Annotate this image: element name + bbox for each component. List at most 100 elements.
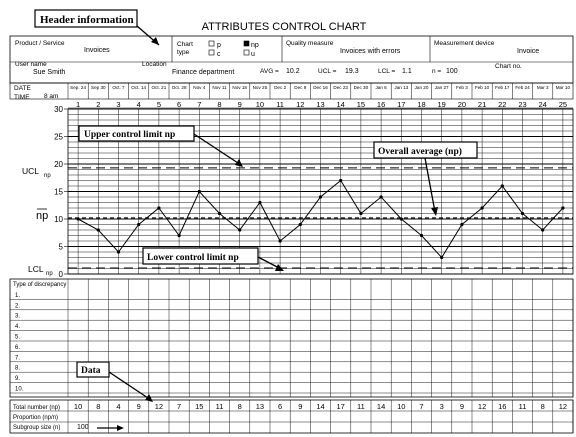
date-cell: Oct. 21 [151,85,166,90]
np-point [238,228,242,232]
data-value-label: 7 [177,402,181,411]
chart-type-p-checkbox[interactable] [208,40,215,47]
date-cell: Oct. 14 [131,85,146,90]
np-point [419,233,424,238]
svg-text:np: np [46,271,53,277]
data-value-label: 8 [96,402,100,411]
bottom-rows: Total number (np) Proportion (np/n) Subg… [9,399,574,434]
chart-type-u-checkbox[interactable] [243,49,250,56]
date-cell: Feb 3 [456,85,468,90]
chart-type-np-checkbox[interactable] [243,40,250,47]
sample-number-label: 11 [276,100,284,109]
np-point [379,195,383,199]
np-point [278,239,282,243]
sample-number-label: 20 [458,100,466,109]
sample-number-label: 18 [417,100,425,109]
chart-type-label: Chart [177,41,193,48]
data-value-label: 14 [316,402,324,411]
date-cell: Dec 16 [313,85,328,90]
date-cell: Oct. 28 [172,85,187,90]
data-value-label: 7 [419,402,423,411]
discrepancy-table: Type of discrepancy 1. 2. 3. 4. 5. 6. 7. 8. 9. 10… [9,278,574,398]
np-point [339,178,343,183]
date-cell: Feb 24 [515,85,530,90]
n-label: n = [432,68,441,75]
data-callout [76,361,110,378]
np-point [520,211,525,216]
limit-lines [68,167,573,269]
lcl-callout-text: Lower control limit np [147,253,239,263]
data-value-label: 8 [238,402,242,411]
lcl-value: 1.1 [402,68,412,75]
header-form: Product / Service Invoices Chart type p … [9,35,574,84]
discrepancy-row-label: 1. [15,293,20,299]
date-cell: Sep. 24 [70,85,86,90]
y-tick-label: 10 [54,215,63,224]
date-cell: Jan 20 [415,85,429,90]
date-cell: Nov 25 [253,85,268,90]
lcl-callout [142,247,259,265]
lcl-label: LCL = [378,68,395,75]
date-cell: Nov 11 [212,85,227,90]
y-tick-label: 0 [59,270,64,279]
discrepancy-row-label: 3. [15,314,20,320]
ucl-label: UCL = [318,68,337,75]
ucl-callout-text: Upper control limit np [84,130,175,140]
svg-text:LCL: LCL [28,264,44,274]
sample-number-label: 24 [539,100,547,109]
data-value-label: 10 [74,402,82,411]
np-point [480,206,484,210]
product-service-label: Product / Service [15,40,65,47]
np-point [197,189,201,194]
date-cell: Dec 30 [354,85,369,90]
ucl-axis-label: UCL np [22,166,51,179]
location-label: Location [142,61,167,68]
date-label: DATE [14,85,32,92]
sample-number-label: 10 [256,100,264,109]
avg-value: 10.2 [286,68,300,75]
np-point [177,233,181,238]
ucl-value: 19.3 [345,68,359,75]
sample-numbers: 1 2 3 4 5 6 7 8 9 10 11 12 13 14 15 16 17 18 19 20 21 22 23 24 2… [76,100,567,109]
svg-text:UCL: UCL [22,166,39,176]
sample-number-label: 9 [238,100,242,109]
chart-no-label: Chart no. [495,63,522,70]
proportion-label: Proportion (np/n) [13,415,58,421]
y-tick-label: 25 [54,133,63,142]
y-axis-label: np [36,210,48,222]
discrepancy-row-label: 4. [15,324,20,330]
discrepancy-row-label: 6. [15,345,20,351]
date-cell: Jan 6 [375,85,387,90]
user-name-label: User name [15,61,47,68]
discrepancy-row-label: 8. [15,366,20,372]
date-cell: Feb 17 [495,85,510,90]
data-value-label: 11 [357,402,365,411]
data-value-label: 11 [216,402,224,411]
chart-type-label-2: type [177,49,190,56]
location-value: Finance department [172,69,234,76]
sample-number-label: 12 [296,100,304,109]
data-value-label: 6 [278,402,282,411]
np-point [359,211,363,216]
date-cells: Sep. 24 Sep 30 Oct. 7 Oct. 14 Oct. 21 Oct. 28… [67,83,570,99]
sample-number-label: 22 [498,100,506,109]
np-point [258,200,262,205]
sample-number-label: 19 [438,100,446,109]
y-axis: 0 5 10 15 20 25 30 [54,105,68,279]
avg-callout-text: Overall average (np) [378,146,462,157]
np-point [500,184,504,188]
chart-type-np-label: np [251,42,259,49]
sample-number-label: 25 [559,100,567,109]
chart-type-p-label: p [217,42,221,49]
avg-label: AVG = [260,68,279,75]
np-series [76,178,565,260]
data-value-label: 3 [440,402,444,411]
total-number-label: Total number (np) [13,405,60,411]
data-callout-text: Data [81,366,101,376]
quality-measure-value: Invoices with errors [340,48,401,55]
ucl-callout [78,125,195,142]
measurement-device-value: Invoice [517,48,539,55]
chart-type-c-checkbox[interactable] [208,49,215,56]
data-value-label: 11 [519,402,527,411]
